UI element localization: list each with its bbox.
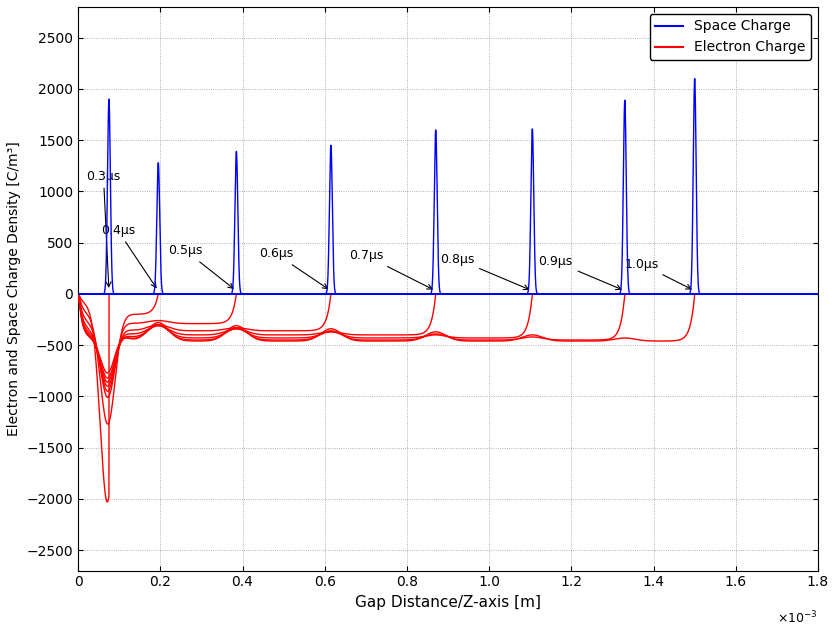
Text: 0.4μs: 0.4μs — [100, 224, 156, 288]
Text: 0.9μs: 0.9μs — [538, 255, 621, 290]
Text: $\times10^{-3}$: $\times10^{-3}$ — [777, 610, 818, 627]
Text: 0.5μs: 0.5μs — [169, 244, 233, 288]
Text: 1.0μs: 1.0μs — [624, 257, 691, 289]
Legend: Space Charge, Electron Charge: Space Charge, Electron Charge — [650, 14, 811, 60]
Y-axis label: Electron and Space Charge Density [C/m³]: Electron and Space Charge Density [C/m³] — [7, 141, 21, 436]
Text: 0.3μs: 0.3μs — [86, 170, 120, 287]
Text: 0.8μs: 0.8μs — [440, 252, 528, 290]
Text: 0.7μs: 0.7μs — [349, 249, 432, 289]
X-axis label: Gap Distance/Z-axis [m]: Gap Distance/Z-axis [m] — [355, 595, 541, 610]
Text: 0.6μs: 0.6μs — [259, 247, 328, 289]
